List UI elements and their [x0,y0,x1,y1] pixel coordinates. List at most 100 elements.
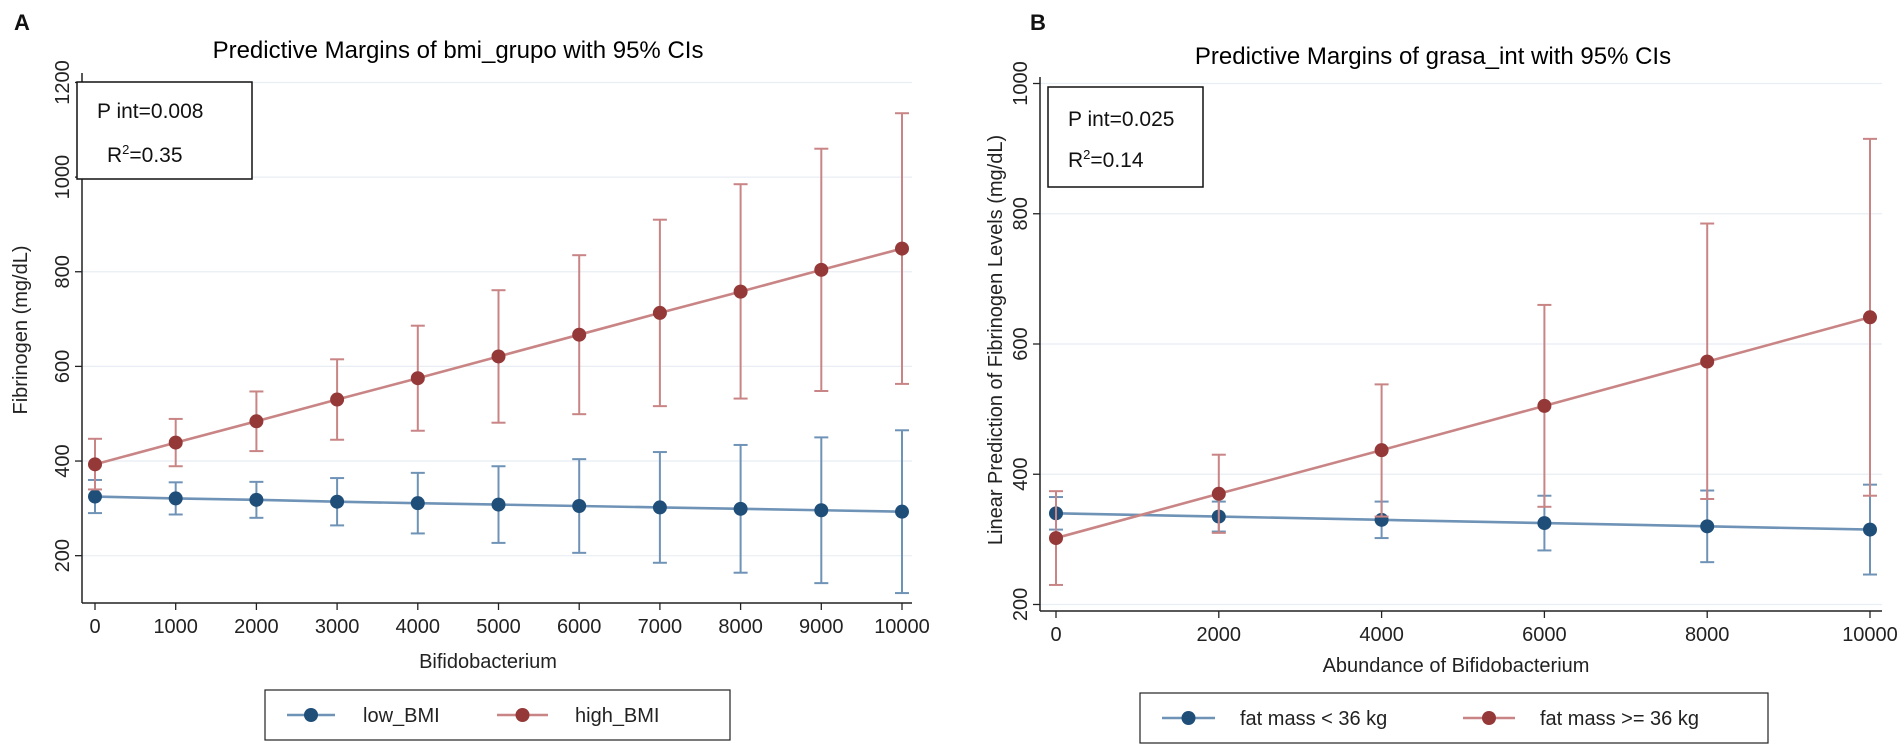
panel-b-legend-marker-fat-mass-36-kg [1482,711,1496,725]
panel-a-point-high-bmi [88,457,102,472]
panel-a-y-tick-label: 400 [52,444,74,477]
panel-a-point-high-bmi [572,327,587,342]
panel-b-legend: fat mass < 36 kg fat mass >= 36 kg [1139,692,1769,744]
panel-a-x-tick-label: 2000 [234,616,279,638]
panel-a-x-tick-label: 5000 [476,616,521,638]
panel-a-legend-items [287,708,548,722]
panel-b-legend-marker-fat-mass-36-kg [1181,711,1196,725]
panel-a-y-tick-label: 1000 [52,155,74,200]
panel-b-x-tick-label: 0 [1050,624,1061,646]
panel-a-stats-frame [76,81,253,180]
panel-b-r2-sup: 2 [1083,147,1090,162]
panel-a-stats-box: P int=0.008 R2=0.35 [76,81,253,180]
panel-b-letter: B [1030,10,1046,35]
panel-a-r2-letter: R [107,144,122,167]
panel-a-x-tick-label: 4000 [396,616,441,638]
panel-a-x-ticks: 0 1000 2000 3000 4000 5000 6000 7000 8000 9000 100… [89,603,930,638]
panel-a-y-tick-label: 600 [52,350,74,383]
panel-a-y-tick-label: 200 [52,539,74,572]
panel-a-point-low-bmi [249,492,264,507]
panel-a-x-tick-label: 7000 [638,616,683,638]
panel-b-legend-frame [1139,692,1769,744]
panel-b-legend-label-0: fat mass < 36 kg [1240,708,1387,730]
panel-a-point-low-bmi [168,491,183,506]
panel-b-title: Predictive Margins of grasa_int with 95%… [1195,43,1671,70]
panel-a-point-low-bmi [88,489,102,504]
panel-b-point-fat-mass-36-kg [1700,519,1715,534]
panel-a-p-int: P int=0.008 [97,100,203,123]
panel-a-point-low-bmi [491,497,506,512]
panel-a-x-tick-label: 6000 [557,616,602,638]
panel-b-gridlines [1040,82,1882,606]
panel-a-r2: R2=0.35 [107,142,183,167]
panel-a-legend-label-0: low_BMI [363,705,440,727]
panel-b-y-ticks: 200 400 600 800 1000 [1010,61,1040,621]
panel-a-gridlines [82,81,912,557]
panel-b-legend-items [1162,711,1515,725]
panel-a-title: Predictive Margins of bmi_grupo with 95%… [213,37,704,64]
panel-b-r2-value: =0.14 [1090,149,1143,172]
panel-a-point-high-bmi [814,262,829,277]
panel-a-y-axis-label: Fibrinogen (mg/dL) [10,246,32,415]
panel-b-point-fat-mass-36-kg [1211,486,1226,501]
panel-b-y-axis-label: Linear Prediction of Fibrinogen Levels (… [985,135,1007,545]
panel-b-x-tick-label: 6000 [1522,624,1567,646]
panel-a-point-low-bmi [733,501,748,516]
panel-a-r2-sup: 2 [122,142,129,157]
panel-b-x-ticks: 0 2000 4000 6000 8000 10000 [1050,611,1898,646]
panel-a-point-high-bmi [733,284,748,299]
panel-b-y-tick-label: 200 [1010,588,1032,621]
panel-b-x-tick-label: 2000 [1197,624,1242,646]
panel-b-point-fat-mass-36-kg [1049,531,1063,546]
panel-b-x-tick-label: 8000 [1685,624,1730,646]
panel-a-legend-label-1: high_BMI [575,705,660,727]
panel-a-x-tick-label: 8000 [718,616,763,638]
panel-b-y-tick-label: 1000 [1010,61,1032,106]
panel-b-y-tick-label: 600 [1010,327,1032,360]
panel-b-line-fat-mass-36-kg [1055,316,1871,540]
panel-a-x-tick-label: 9000 [799,616,844,638]
panel-a-point-low-bmi [895,504,909,519]
panel-a-x-tick-label: 0 [89,616,100,638]
panel-b-p-int: P int=0.025 [1068,108,1174,131]
panel-b-point-fat-mass-36-kg [1537,516,1552,531]
panel-a-point-high-bmi [249,414,264,429]
panel-b-stats-box: P int=0.025 R2=0.14 [1047,86,1204,188]
panel-b-r2-letter: R [1068,149,1083,172]
panel-b-point-fat-mass-36-kg [1863,310,1877,325]
panel-b-point-fat-mass-36-kg [1374,443,1389,458]
panel-a-letter: A [14,10,30,35]
panel-b-point-fat-mass-36-kg [1537,398,1552,413]
panel-b-x-tick-label: 10000 [1842,624,1898,646]
panel-b-stats-frame [1047,86,1204,188]
panel-b-point-fat-mass-36-kg [1700,354,1715,369]
panel-b-series [1049,137,1877,586]
panel-a-point-low-bmi [572,498,587,513]
panel-a-x-tick-label: 3000 [315,616,360,638]
panel-a-x-tick-label: 10000 [874,616,930,638]
panel-a-legend-marker-low-bmi [304,708,318,722]
panel-b-r2: R2=0.14 [1068,147,1144,172]
panel-b-x-axis-label: Abundance of Bifidobacterium [1323,655,1590,677]
panel-a-point-low-bmi [330,494,345,509]
panel-a-x-axis-label: Bifidobacterium [419,651,557,673]
panel-a-point-high-bmi [410,371,425,386]
panel-b-legend-label-1: fat mass >= 36 kg [1540,708,1699,730]
panel-a-legend-marker-high-bmi [515,708,530,722]
panel-a-r2-value: =0.35 [129,144,182,167]
panel-a-point-high-bmi [330,392,345,407]
panel-a-x-tick-label: 1000 [153,616,198,638]
panel-a-y-ticks: 200 400 600 800 1000 1200 [52,60,82,572]
panel-b-x-tick-label: 4000 [1359,624,1404,646]
panel-a-point-high-bmi [168,435,183,450]
panel-a-point-low-bmi [410,496,425,511]
panel-a-point-high-bmi [895,241,909,256]
panel-a-point-low-bmi [652,500,667,515]
panel-a-point-low-bmi [814,503,829,518]
panel-a-legend: low_BMI high_BMI [264,689,731,741]
panel-a-y-tick-label: 1200 [52,60,74,105]
panel-b-point-fat-mass-36-kg [1863,522,1877,537]
panel-a-point-high-bmi [652,305,667,320]
panel-b-y-tick-label: 800 [1010,197,1032,230]
panel-b-y-tick-label: 400 [1010,458,1032,491]
